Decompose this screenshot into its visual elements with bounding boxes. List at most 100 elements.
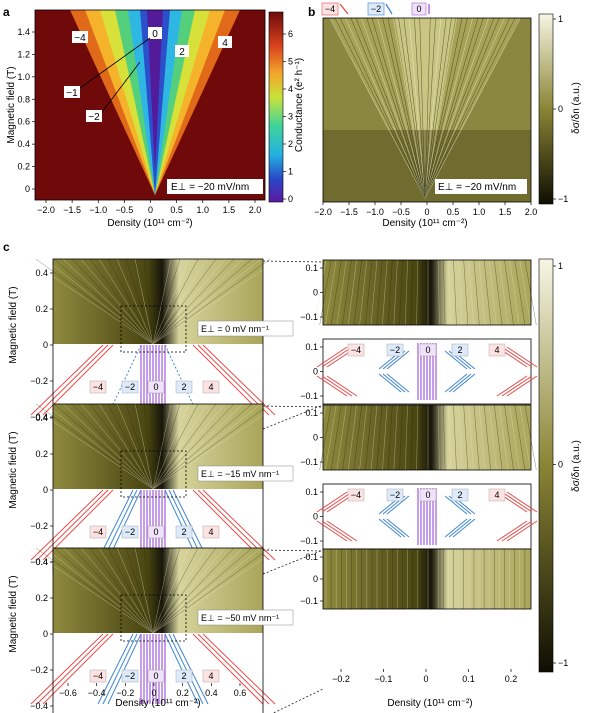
fan-line [143, 403, 154, 490]
fan-line [424, 17, 516, 199]
fan-line [319, 259, 332, 326]
fan-line [321, 491, 353, 513]
fan-line [152, 403, 235, 490]
tick-label: 1 [558, 261, 563, 271]
fan-line [463, 404, 469, 471]
fan-line [152, 403, 226, 490]
fan-line [424, 17, 431, 199]
fan-label: −4 [351, 345, 361, 355]
tick-label: −0.2 [332, 674, 350, 684]
fan-line [98, 258, 154, 345]
tick-label: −1.0 [366, 207, 384, 217]
fan-line [152, 258, 208, 345]
fan-line [152, 258, 199, 345]
fan-line [366, 17, 426, 199]
fan-line [443, 259, 446, 326]
fan-line [336, 259, 347, 326]
fan-line [424, 17, 511, 199]
fan-line [152, 258, 280, 345]
derivative-colorbar-c [538, 258, 554, 673]
fan-label: −4 [93, 671, 103, 681]
panel-c-row: −4 −2 0 2 4 E⊥ = −50 mV nm⁻¹ −0.4 −0.2 0 0.2 0.4 Ma… [8, 547, 532, 713]
fan-line [30, 633, 104, 705]
fan-line [514, 404, 526, 471]
tick-label: −0.4 [30, 412, 48, 422]
zoom-map-c [323, 405, 531, 470]
fan-label-box [451, 488, 469, 502]
fan-label: 0 [153, 671, 158, 681]
fan-line [377, 17, 426, 199]
fan-label: 2 [179, 47, 185, 58]
fan-line [62, 258, 154, 345]
fan-line [403, 17, 426, 199]
fan-line [321, 520, 353, 542]
fan-line [102, 633, 138, 705]
fan-line [353, 404, 362, 471]
y-ticks-c-right: −0.1 0 0.1 [300, 263, 323, 322]
fan-line [152, 258, 181, 345]
fan-label-box [202, 525, 220, 539]
fan-line [325, 404, 337, 471]
fan-line [152, 258, 253, 345]
fan-line [152, 547, 217, 634]
fan-line [424, 17, 436, 199]
fan-labels-a: −4 0 2 4 −1 −2 [64, 27, 232, 123]
fan-label-box [175, 525, 193, 539]
colorbar-label-b: δσ/δn (a.u.) [571, 82, 582, 134]
fan-line [26, 547, 154, 634]
condition-label-c: E⊥ = −50 mV nm⁻¹ [201, 613, 279, 623]
tick-label: 1.0 [196, 205, 209, 215]
fan-line [42, 344, 114, 416]
fan-label: −4 [93, 527, 103, 537]
fan-label: 0 [153, 382, 158, 392]
fan-label-box [347, 343, 365, 357]
fan-line [80, 258, 154, 345]
fan-line [143, 547, 154, 634]
fan-line [424, 17, 484, 199]
fan-line [342, 404, 352, 471]
fan-line [499, 259, 509, 326]
tick-label: 0 [313, 512, 318, 522]
y-ticks-c-schematic: −0.1 0 0.1 [300, 342, 323, 401]
fan-line [152, 403, 181, 490]
fan-line [316, 520, 348, 542]
tick-label: 0 [43, 340, 48, 350]
tick-label: −0.1 [300, 391, 318, 401]
tick-label: 0 [43, 629, 48, 639]
fan-line [365, 259, 373, 326]
fan-line [473, 404, 480, 471]
fan-label: 4 [208, 527, 213, 537]
y-ticks-a: 0 0.2 0.4 0.6 0.8 1.0 1.2 1.4 [17, 27, 35, 194]
fan-line [336, 404, 347, 471]
y-ticks-c-right: −0.1 0 0.1 [300, 408, 323, 467]
fan-line [116, 403, 154, 490]
tick-label: −0.2 [116, 688, 134, 698]
zoom-box [120, 305, 187, 353]
fan-line [448, 518, 472, 538]
fan-line [424, 17, 479, 199]
y-ticks-c-left: −0.4 −0.2 0 0.2 0.4 [30, 268, 53, 422]
fan-line [197, 344, 270, 416]
tick-label: 0 [558, 460, 563, 470]
fan-line [424, 17, 489, 199]
fan-line [382, 373, 406, 393]
fan-label-box [175, 380, 193, 394]
fan-label-box [202, 669, 220, 683]
fan-line [125, 547, 154, 634]
fan-line [345, 17, 426, 199]
fan-line [424, 17, 505, 199]
fan-label-box [147, 525, 165, 539]
fan-line [152, 403, 217, 490]
fan-line [371, 17, 426, 199]
fan-line [350, 17, 426, 199]
fan-line [387, 17, 426, 199]
condition-label-c: E⊥ = 0 mV nm⁻¹ [201, 324, 269, 334]
fan-line [376, 404, 383, 471]
fan-line [44, 258, 154, 345]
fan-line [422, 259, 424, 326]
fan-line [387, 259, 393, 326]
fan-line [519, 259, 531, 326]
fan-line [192, 633, 264, 705]
panel-b: b E⊥ = −20 mV/nm −4 −2 0 Density (10¹¹ c… [308, 2, 582, 229]
